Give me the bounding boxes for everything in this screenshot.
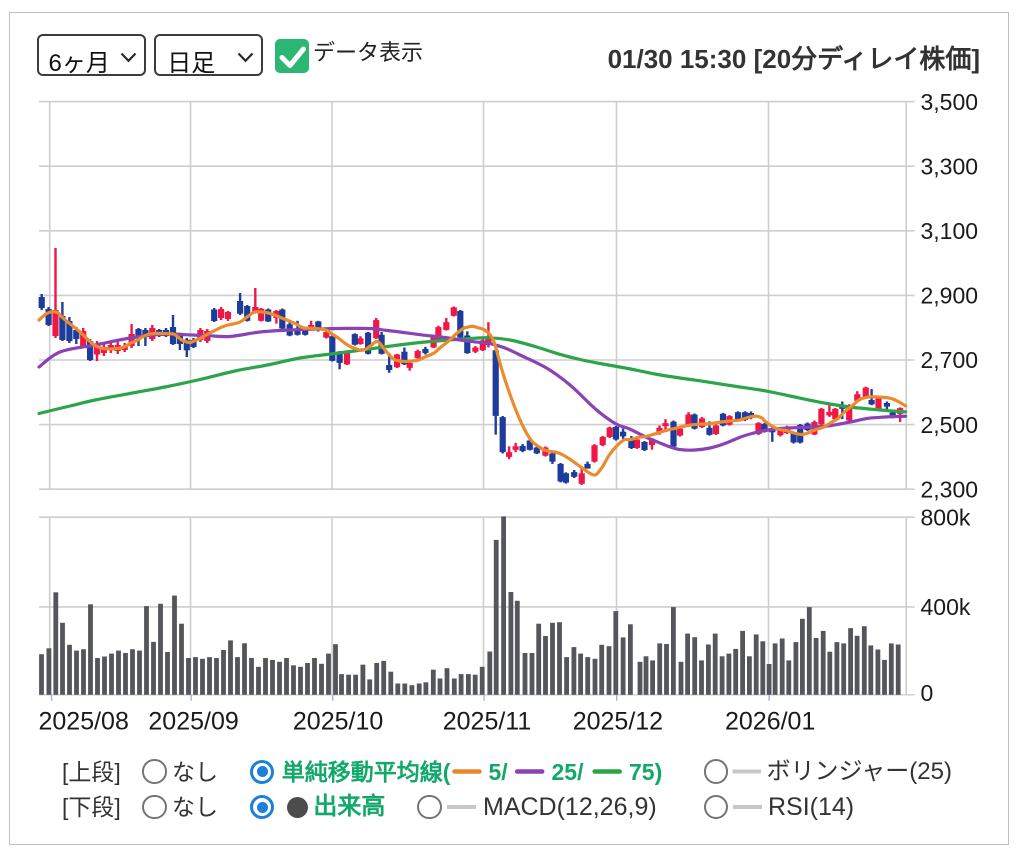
- svg-text:2025/12: 2025/12: [573, 708, 663, 736]
- svg-text:2026/01: 2026/01: [725, 708, 815, 736]
- svg-text:3,100: 3,100: [921, 218, 979, 244]
- svg-text:2025/10: 2025/10: [293, 708, 383, 736]
- svg-text:2025/11: 2025/11: [443, 708, 532, 736]
- svg-text:2025/09: 2025/09: [148, 708, 238, 736]
- svg-text:2,500: 2,500: [921, 412, 979, 438]
- svg-text:400k: 400k: [921, 594, 971, 620]
- svg-text:2,900: 2,900: [921, 283, 979, 309]
- svg-text:2,700: 2,700: [921, 347, 979, 373]
- svg-text:0: 0: [921, 680, 934, 706]
- svg-text:3,300: 3,300: [921, 153, 979, 179]
- svg-text:800k: 800k: [921, 504, 971, 530]
- svg-text:3,500: 3,500: [921, 89, 979, 115]
- svg-text:2,300: 2,300: [921, 476, 979, 502]
- svg-text:2025/08: 2025/08: [39, 708, 129, 736]
